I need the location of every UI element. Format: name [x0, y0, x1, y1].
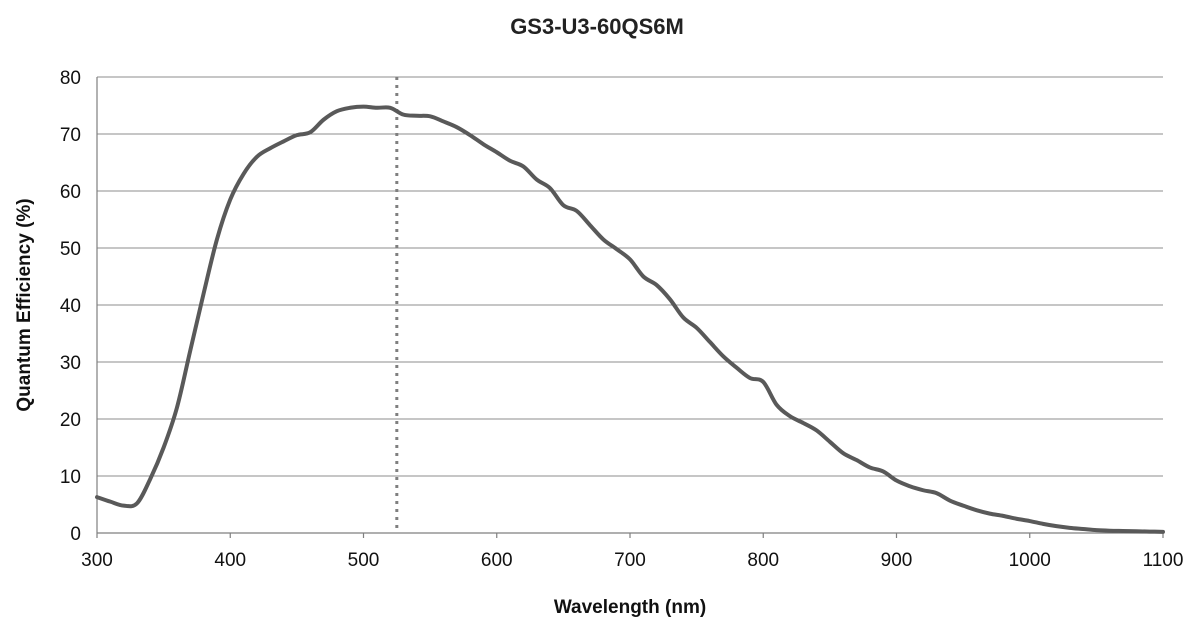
y-tick-label-20: 20 — [60, 410, 81, 431]
y-tick-label-0: 0 — [70, 524, 81, 545]
gridlines — [97, 76, 1163, 477]
y-tick-label-60: 60 — [60, 182, 81, 203]
axes — [96, 77, 1164, 538]
x-tick-label-300: 300 — [81, 550, 113, 571]
x-tick-label-1000: 1000 — [1009, 550, 1051, 571]
y-tick-label-50: 50 — [60, 239, 81, 260]
series-line-quantum-efficiency — [95, 104, 1165, 534]
y-tick-labels: 0 10 20 30 40 50 60 70 80 — [60, 68, 81, 545]
x-tick-label-1100: 1100 — [1143, 550, 1184, 571]
x-tick-label-700: 700 — [614, 550, 646, 571]
chart-title: GS3-U3-60QS6M — [510, 14, 684, 39]
x-tick-label-600: 600 — [481, 550, 513, 571]
y-axis-label: Quantum Efficiency (%) — [14, 198, 35, 411]
x-tick-label-900: 900 — [881, 550, 913, 571]
y-tick-label-30: 30 — [60, 353, 81, 374]
y-tick-label-40: 40 — [60, 296, 81, 317]
x-tick-labels: 300 400 500 600 700 800 900 1000 1100 — [81, 550, 1183, 571]
y-tick-label-80: 80 — [60, 68, 81, 89]
y-tick-label-70: 70 — [60, 125, 81, 146]
x-tick-label-500: 500 — [348, 550, 380, 571]
x-axis-label: Wavelength (nm) — [554, 597, 706, 618]
y-tick-label-10: 10 — [60, 467, 81, 488]
x-tick-label-800: 800 — [747, 550, 779, 571]
x-tick-label-400: 400 — [214, 550, 246, 571]
